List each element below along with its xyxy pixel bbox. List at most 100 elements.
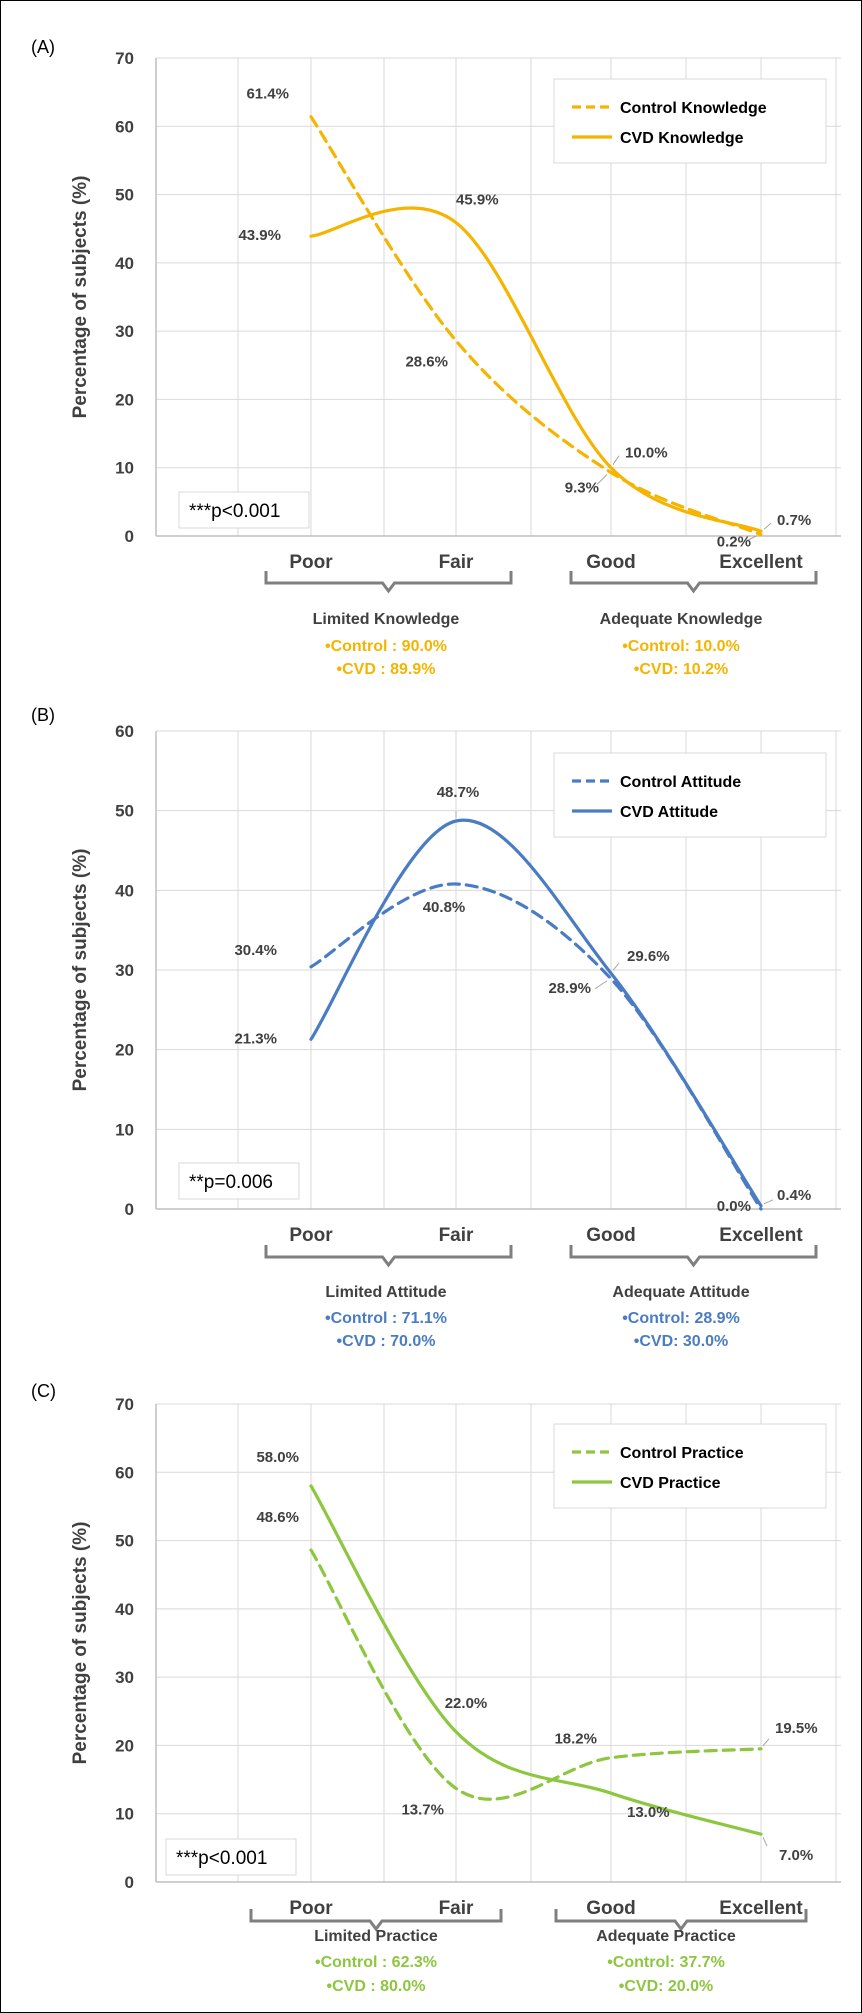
legend-label: Control Attitude xyxy=(620,774,741,791)
x-category-label: Poor xyxy=(289,552,333,573)
chart-panel-2: (B) 0 10 20 30 40 50 60 Percentage of subjects (… xyxy=(31,705,841,1350)
x-category-label: Fair xyxy=(439,552,474,573)
leader-line xyxy=(762,1738,770,1747)
series-line-cvd xyxy=(309,818,763,1208)
group-bracket xyxy=(249,1909,503,1932)
y-tick-label: 0 xyxy=(125,1200,134,1219)
data-label: 19.5% xyxy=(775,1720,818,1737)
series-line-control xyxy=(309,1548,763,1801)
group-stat-cvd: •CVD: 10.2% xyxy=(634,661,729,678)
leader-line xyxy=(762,1836,768,1847)
series-line-control xyxy=(309,882,763,1211)
y-tick-label: 0 xyxy=(125,527,134,546)
group-stat-control: •Control: 28.9% xyxy=(622,1310,740,1327)
data-label: 61.4% xyxy=(246,86,289,103)
y-axis-title: Percentage of subjects (%) xyxy=(70,849,91,1092)
data-label: 48.7% xyxy=(437,784,480,801)
group-stat-control: •Control : 71.1% xyxy=(325,1310,447,1327)
p-value-box xyxy=(178,491,310,529)
x-category-label: Poor xyxy=(289,1225,333,1246)
data-label: 48.6% xyxy=(256,1509,299,1526)
data-label: 13.0% xyxy=(627,1804,670,1821)
data-label: 28.9% xyxy=(548,980,591,997)
chart-panel-3: (C) 0 10 20 30 40 50 60 70 Percentage of subjects… xyxy=(31,1381,841,1995)
legend-box xyxy=(553,78,827,164)
group-name: Adequate Knowledge xyxy=(600,611,763,628)
series-line-cvd xyxy=(309,206,763,533)
data-label: 0.0% xyxy=(717,1198,751,1215)
group-name: Limited Practice xyxy=(314,1928,438,1945)
legend-label: Control Knowledge xyxy=(620,100,767,117)
legend-label: CVD Knowledge xyxy=(620,130,744,147)
leader-line xyxy=(612,962,620,971)
y-tick-label: 60 xyxy=(115,117,134,136)
group-stat-control: •Control: 37.7% xyxy=(607,1954,725,1971)
leader-line xyxy=(746,535,758,542)
group-name: Limited Attitude xyxy=(325,1284,446,1301)
p-value-box xyxy=(178,1162,300,1200)
x-category-label: Good xyxy=(586,552,636,573)
group-stat-cvd: •CVD: 20.0% xyxy=(619,1978,714,1995)
data-label: 40.8% xyxy=(423,899,466,916)
x-category-label: Fair xyxy=(439,1898,474,1919)
group-bracket xyxy=(554,1909,808,1932)
leader-line xyxy=(763,522,772,530)
group-stat-control: •Control : 90.0% xyxy=(325,638,447,655)
y-tick-label: 40 xyxy=(115,881,134,900)
legend-label: CVD Attitude xyxy=(620,804,718,821)
x-category-label: Fair xyxy=(439,1225,474,1246)
y-axis-title: Percentage of subjects (%) xyxy=(70,1522,91,1765)
legend-label: CVD Practice xyxy=(620,1475,721,1492)
y-tick-label: 30 xyxy=(115,322,134,341)
data-label: 21.3% xyxy=(234,1030,277,1047)
legend-label: Control Practice xyxy=(620,1445,744,1462)
data-label: 22.0% xyxy=(445,1695,488,1712)
data-label: 28.6% xyxy=(405,354,448,371)
group-stat-cvd: •CVD : 80.0% xyxy=(327,1978,426,1995)
group-bracket xyxy=(569,1245,818,1268)
y-tick-label: 10 xyxy=(115,459,134,478)
data-label: 18.2% xyxy=(554,1731,597,1748)
y-tick-label: 20 xyxy=(115,1736,134,1755)
panel-letter: (C) xyxy=(31,1381,56,1401)
data-label: 9.3% xyxy=(565,479,599,496)
data-label: 10.0% xyxy=(625,445,668,462)
group-stat-control: •Control: 10.0% xyxy=(622,638,740,655)
data-label: 29.6% xyxy=(627,948,670,965)
x-category-label: Excellent xyxy=(719,552,803,573)
data-label: 43.9% xyxy=(238,227,281,244)
group-name: Limited Knowledge xyxy=(313,611,460,628)
leader-line xyxy=(612,455,620,465)
p-value-text: ***p<0.001 xyxy=(189,501,280,522)
y-tick-label: 70 xyxy=(115,49,134,68)
y-tick-label: 20 xyxy=(115,390,134,409)
y-axis-title: Percentage of subjects (%) xyxy=(70,176,91,419)
y-tick-label: 40 xyxy=(115,1600,134,1619)
data-label: 0.2% xyxy=(717,534,751,551)
group-bracket xyxy=(264,1245,513,1268)
leader-line xyxy=(594,980,608,990)
x-category-label: Excellent xyxy=(719,1898,803,1919)
data-label: 45.9% xyxy=(456,192,499,209)
y-tick-label: 30 xyxy=(115,961,134,980)
y-tick-label: 0 xyxy=(125,1873,134,1892)
group-stat-cvd: •CVD : 89.9% xyxy=(337,661,436,678)
group-stat-control: •Control : 62.3% xyxy=(315,1954,437,1971)
p-value-box xyxy=(165,1838,297,1876)
y-tick-label: 50 xyxy=(115,186,134,205)
y-tick-label: 60 xyxy=(115,1463,134,1482)
y-tick-label: 10 xyxy=(115,1805,134,1824)
data-label: 30.4% xyxy=(234,942,277,959)
p-value-text: ***p<0.001 xyxy=(176,1848,267,1869)
leader-line xyxy=(763,1199,774,1205)
data-label: 13.7% xyxy=(401,1801,444,1818)
panel-letter: (A) xyxy=(31,37,55,57)
series-line-cvd xyxy=(309,1484,763,1836)
group-stat-cvd: •CVD: 30.0% xyxy=(634,1333,729,1350)
x-category-label: Good xyxy=(586,1225,636,1246)
legend-box xyxy=(553,752,827,838)
y-tick-label: 20 xyxy=(115,1041,134,1060)
x-category-label: Good xyxy=(586,1898,636,1919)
